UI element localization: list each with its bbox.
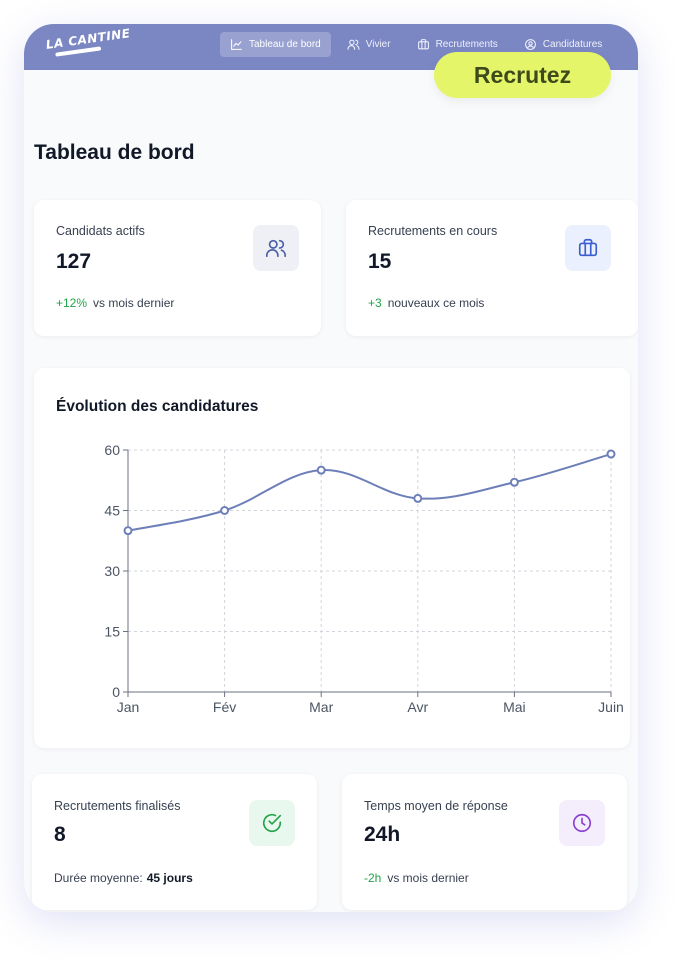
stat-trend: -2h vs mois dernier <box>364 871 469 885</box>
data-point <box>606 449 616 459</box>
y-tick-label: 30 <box>104 563 120 579</box>
top-navbar: LA CANTINE Tableau de bord Vivier Recrut… <box>24 24 638 70</box>
trend-text: nouveaux ce mois <box>387 296 485 310</box>
stat-card-finalized-recruitments: Recrutements finalisés 8 Durée moyenne: 4… <box>32 774 317 910</box>
clock-icon <box>572 813 592 833</box>
y-tick-label: 45 <box>104 503 120 519</box>
data-point <box>509 477 519 487</box>
stat-value: 127 <box>56 250 92 273</box>
trend-text: vs mois dernier <box>387 871 469 885</box>
main-nav: Tableau de bord Vivier Recrutements Cand… <box>220 32 612 57</box>
stat-icon-box <box>565 225 611 271</box>
briefcase-icon <box>578 238 598 257</box>
stat-icon-box <box>559 800 605 846</box>
x-tick-label: Mar <box>309 699 333 715</box>
app-window: LA CANTINE Tableau de bord Vivier Recrut… <box>24 24 638 912</box>
duration-label: Durée moyenne: <box>54 871 143 885</box>
stat-label: Temps moyen de réponse <box>364 799 508 813</box>
nav-label: Recrutements <box>435 39 498 50</box>
y-tick-label: 60 <box>104 442 120 458</box>
x-tick-label: Juin <box>598 699 624 715</box>
nav-item-vivier[interactable]: Vivier <box>337 32 401 57</box>
users-icon <box>266 239 286 258</box>
applications-line-chart: 0 15 30 45 60 Jan Fév Mar Avr Mai Juin <box>104 442 624 715</box>
nav-item-candidatures[interactable]: Candidatures <box>514 32 612 57</box>
stat-trend: +12% vs mois dernier <box>56 296 174 310</box>
page-title: Tableau de bord <box>34 141 195 164</box>
stat-value: 24h <box>364 823 401 846</box>
chart-title: Évolution des candidatures <box>56 398 259 415</box>
stat-card-ongoing-recruitments: Recrutements en cours 15 +3 nouveaux ce m… <box>346 200 638 336</box>
data-point <box>413 493 423 503</box>
x-tick-label: Fév <box>213 699 236 715</box>
duration-value: 45 jours <box>146 871 193 885</box>
stat-label: Recrutements finalisés <box>54 799 181 813</box>
nav-item-recrutements[interactable]: Recrutements <box>407 32 508 57</box>
user-circle-icon <box>524 39 536 50</box>
stat-duration: Durée moyenne: 45 jours <box>54 871 193 885</box>
stat-trend: +3 nouveaux ce mois <box>368 296 484 310</box>
stat-icon-box <box>253 225 299 271</box>
trend-delta: -2h <box>364 871 382 885</box>
stat-label: Recrutements en cours <box>368 224 498 238</box>
nav-label: Candidatures <box>542 39 603 50</box>
briefcase-icon <box>417 39 429 50</box>
stat-card-avg-response-time: Temps moyen de réponse 24h -2h vs mois de… <box>342 774 627 910</box>
users-icon <box>347 39 360 50</box>
nav-label: Tableau de bord <box>249 39 321 50</box>
trend-delta: +12% <box>56 296 88 310</box>
stat-card-active-candidates: Candidats actifs 127 +12% vs mois dernier <box>34 200 321 336</box>
stat-icon-box <box>249 800 295 846</box>
x-tick-label: Jan <box>117 699 140 715</box>
x-tick-label: Mai <box>503 699 526 715</box>
chart-card-applications: Évolution des candidatures 0 15 30 45 60 Jan F… <box>34 368 630 748</box>
y-tick-label: 0 <box>112 684 120 700</box>
stat-label: Candidats actifs <box>56 224 145 238</box>
nav-label: Vivier <box>365 39 391 50</box>
check-circle-icon <box>262 814 282 832</box>
trend-delta: +3 <box>368 296 382 310</box>
x-tick-label: Avr <box>407 699 428 715</box>
data-point <box>123 526 133 536</box>
series-line <box>127 453 612 532</box>
logo[interactable]: LA CANTINE <box>45 26 132 58</box>
y-tick-label: 15 <box>104 624 120 640</box>
trend-text: vs mois dernier <box>93 296 175 310</box>
chart-line-icon <box>231 39 242 50</box>
stat-value: 15 <box>368 250 392 273</box>
nav-item-tableau-de-bord[interactable]: Tableau de bord <box>220 32 331 57</box>
data-point <box>220 506 230 515</box>
stat-value: 8 <box>54 823 66 846</box>
data-point <box>316 465 326 475</box>
recrutez-cta-button[interactable]: Recrutez <box>434 52 611 98</box>
